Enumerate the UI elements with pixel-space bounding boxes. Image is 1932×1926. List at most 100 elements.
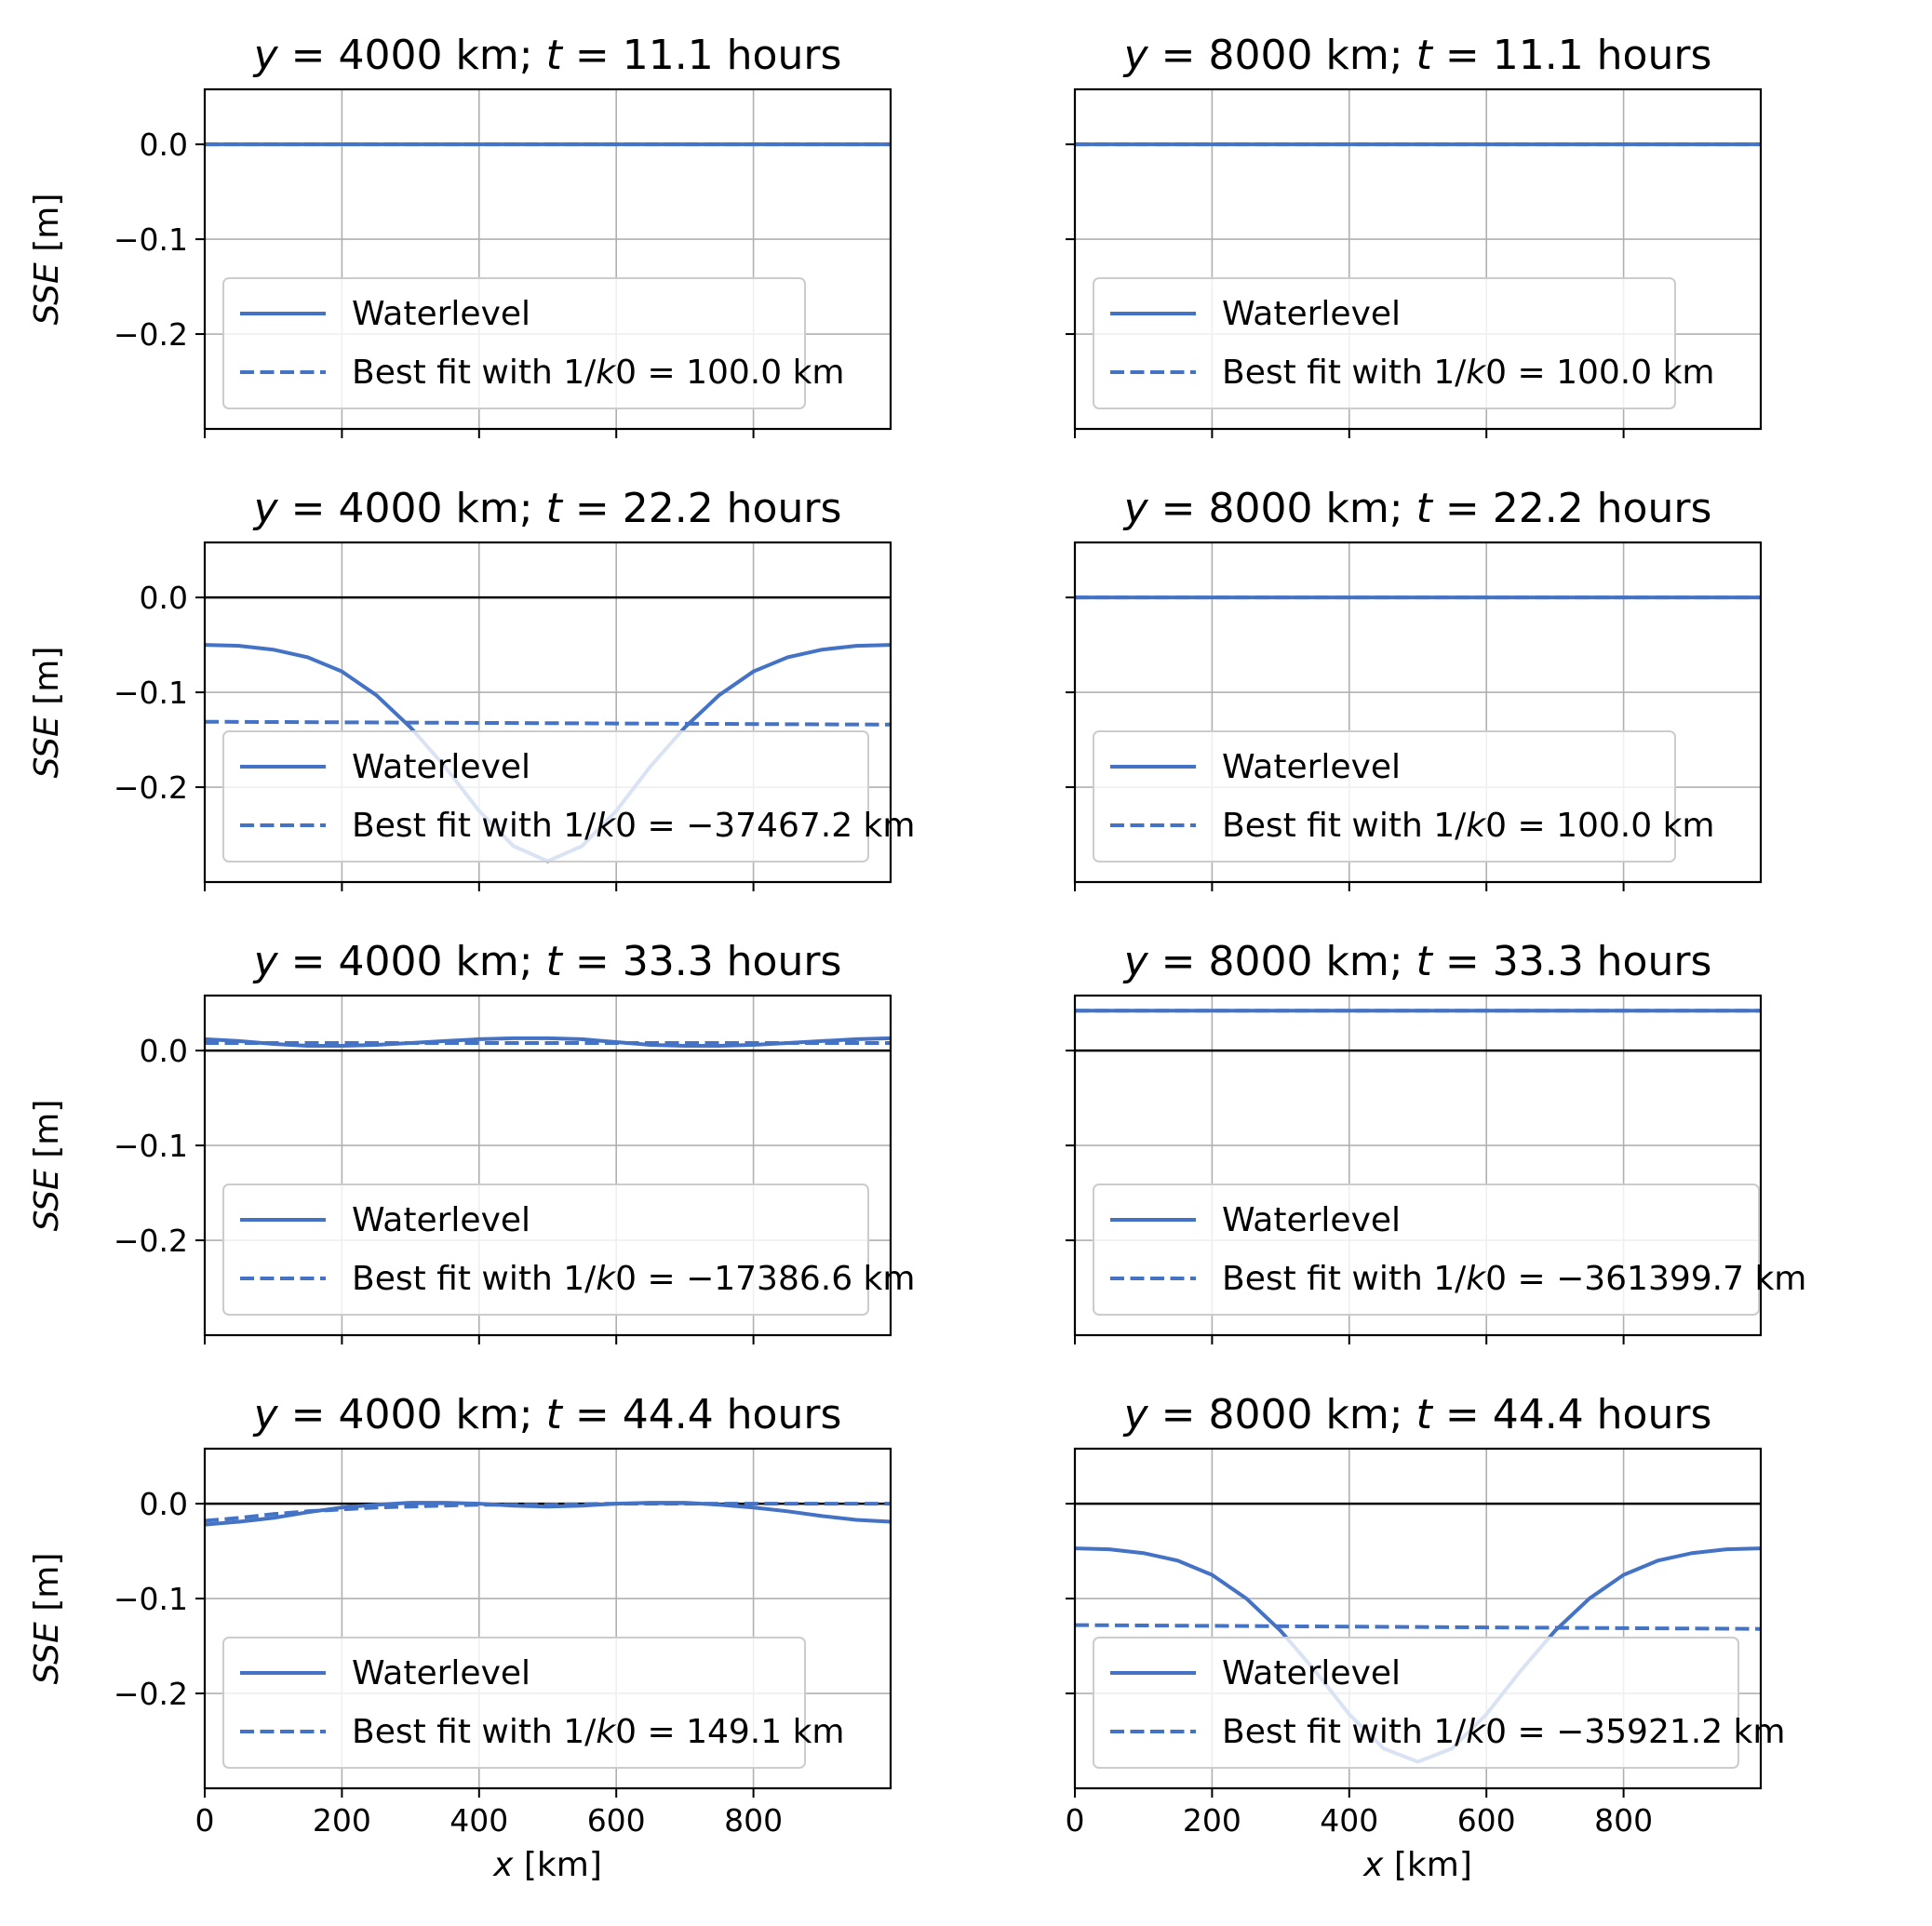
panel-7-title-t-value: = 44.4 hours — [562, 1391, 842, 1438]
panel-1-ytick-label-0: 0.0 — [140, 127, 188, 163]
panel-1-ytick-label-1: −0.1 — [114, 221, 188, 258]
panel-3-title-t-value: = 22.2 hours — [562, 485, 842, 532]
panel-6-axes-frame — [1073, 994, 1763, 1337]
panel-3-legend-fit-value: 0 = −37467.2 km — [615, 807, 915, 845]
panel-4-legend-fit-k: k — [1466, 807, 1487, 845]
panel-4-legend-waterlevel-label: Waterlevel — [1222, 748, 1401, 786]
panel-1-ylabel-var: SSE — [28, 262, 66, 325]
panel-6-legend-fit-k: k — [1466, 1260, 1487, 1298]
panel-8-legend: Waterlevel Best fit with 1/k0 = −35921.2 … — [1093, 1637, 1785, 1769]
panel-2-legend-box — [1093, 277, 1676, 409]
panel-4-legend-fit-value: 0 = 100.0 km — [1485, 807, 1714, 845]
panel-3-title-var-t: t — [546, 485, 564, 532]
panel-3-ylabel-var: SSE — [28, 716, 66, 778]
panel-1-ytick-label-2: −0.2 — [114, 316, 188, 353]
panel-3-ylabel: SSE [m] — [28, 647, 66, 779]
panel-5-title: y = 4000 km; t = 33.3 hours — [252, 938, 842, 985]
panel-6-title-var-y: y — [1122, 938, 1149, 985]
panel-4-title-var-t: t — [1416, 485, 1434, 532]
panel-3-legend-fit-k: k — [596, 807, 617, 845]
panel-3-title-var-y: y — [252, 485, 279, 532]
panel-5-legend-waterlevel-label: Waterlevel — [352, 1201, 530, 1239]
panel-7-legend-fit-label: Best fit with 1/k0 = 149.1 km — [352, 1713, 844, 1751]
panel-2: y = 8000 km; t = 11.1 hours Waterlevel Bes… — [1066, 32, 1763, 438]
panel-7-waterlevel-line — [204, 1501, 892, 1527]
panel-7-legend-fit-prefix: Best fit with 1/ — [352, 1713, 597, 1751]
panel-1-title: y = 4000 km; t = 11.1 hours — [252, 32, 842, 79]
panel-2-title-y-value: = 8000 km; — [1148, 32, 1416, 79]
panel-1-axes-frame — [203, 87, 892, 431]
panel-1-legend-fit-label: Best fit with 1/k0 = 100.0 km — [352, 354, 844, 392]
panel-3-axes-frame — [203, 541, 892, 884]
panel-2-legend: Waterlevel Best fit with 1/k0 = 100.0 km — [1093, 277, 1714, 409]
panel-2-legend-fit-value: 0 = 100.0 km — [1485, 354, 1714, 392]
panel-2-legend-fit-prefix: Best fit with 1/ — [1222, 354, 1467, 392]
panel-6-title-y-value: = 8000 km; — [1148, 938, 1416, 985]
panel-7-legend: Waterlevel Best fit with 1/k0 = 149.1 km — [222, 1637, 844, 1769]
panel-8-legend-fit-label: Best fit with 1/k0 = −35921.2 km — [1222, 1713, 1785, 1751]
panel-3-title: y = 4000 km; t = 22.2 hours — [252, 485, 842, 532]
panel-3-ytick-label-0: 0.0 — [140, 580, 188, 616]
panel-1-ylabel-unit: [m] — [28, 194, 66, 263]
panel-4-legend-fit-prefix: Best fit with 1/ — [1222, 807, 1467, 845]
panel-7-xlabel: x [km] — [492, 1846, 602, 1884]
panel-7-legend-box — [222, 1637, 806, 1769]
panel-1-legend-fit-prefix: Best fit with 1/ — [352, 354, 597, 392]
panel-7-ylabel-unit: [m] — [28, 1553, 66, 1623]
panel-3-legend-box — [222, 730, 869, 863]
panel-3-ytick-label-2: −0.2 — [114, 769, 188, 806]
panel-1-legend: Waterlevel Best fit with 1/k0 = 100.0 km — [222, 277, 844, 409]
panel-5-legend-fit-k: k — [596, 1260, 617, 1298]
panel-6-title-var-t: t — [1416, 938, 1434, 985]
panel-7-title-var-y: y — [252, 1391, 279, 1438]
panel-5-axes-frame — [203, 994, 892, 1337]
panel-4-axes-frame — [1073, 541, 1763, 884]
panel-1-legend-box — [222, 277, 806, 409]
panel-8-xtick-label-600: 600 — [1457, 1802, 1516, 1839]
panel-4-legend: Waterlevel Best fit with 1/k0 = 100.0 km — [1093, 730, 1714, 863]
panel-8-legend-fit-k: k — [1466, 1713, 1487, 1751]
panel-7-xtick-label-200: 200 — [313, 1802, 371, 1839]
panel-7-ylabel-var: SSE — [28, 1622, 66, 1684]
panel-4-title-y-value: = 8000 km; — [1148, 485, 1416, 532]
panel-2-legend-waterlevel-label: Waterlevel — [1222, 295, 1401, 333]
panel-5-ylabel: SSE [m] — [28, 1100, 66, 1232]
panel-5-title-t-value: = 33.3 hours — [562, 938, 842, 985]
panel-7-title-var-t: t — [546, 1391, 564, 1438]
panel-1-legend-fit-value: 0 = 100.0 km — [615, 354, 844, 392]
panel-7-legend-fit-value: 0 = 149.1 km — [615, 1713, 844, 1751]
panel-8-legend-waterlevel-label: Waterlevel — [1222, 1654, 1401, 1692]
panel-8-xtick-label-200: 200 — [1183, 1802, 1241, 1839]
panel-5-legend-fit-value: 0 = −17386.6 km — [615, 1260, 915, 1298]
panel-3-ylabel-unit: [m] — [28, 647, 66, 716]
panel-8-xtick-label-800: 800 — [1594, 1802, 1653, 1839]
panel-5-legend-fit-prefix: Best fit with 1/ — [352, 1260, 597, 1298]
panel-1-legend-waterlevel-label: Waterlevel — [352, 295, 530, 333]
panel-8-legend-fit-value: 0 = −35921.2 km — [1485, 1713, 1785, 1751]
panel-3-legend-waterlevel-label: Waterlevel — [352, 748, 530, 786]
panel-8-title-y-value: = 8000 km; — [1148, 1391, 1416, 1438]
panel-1: y = 4000 km; t = 11.1 hours 0.0 −0.1 −0.2 SS… — [28, 32, 892, 438]
panel-2-title-var-y: y — [1122, 32, 1149, 79]
panel-5-ytick-label-0: 0.0 — [140, 1033, 188, 1069]
panel-2-legend-fit-label: Best fit with 1/k0 = 100.0 km — [1222, 354, 1714, 392]
panel-3-ytick-label-1: −0.1 — [114, 675, 188, 711]
panel-1-legend-fit-k: k — [596, 354, 617, 392]
panel-5-title-var-y: y — [252, 938, 279, 985]
panel-2-title-t-value: = 11.1 hours — [1432, 32, 1712, 79]
panel-6: y = 8000 km; t = 33.3 hours Waterlevel Bes… — [1066, 938, 1806, 1344]
panel-8: y = 8000 km; t = 44.4 hours 0 200 400 600 800… — [1066, 1391, 1786, 1884]
panel-5-title-var-t: t — [546, 938, 564, 985]
panel-4-title-t-value: = 22.2 hours — [1432, 485, 1712, 532]
panel-1-title-t-value: = 11.1 hours — [562, 32, 842, 79]
panel-5-waterlevel-line — [204, 1036, 892, 1048]
panel-4-title: y = 8000 km; t = 22.2 hours — [1122, 485, 1712, 532]
panel-8-legend-box — [1093, 1637, 1739, 1769]
panel-6-legend-box — [1093, 1184, 1760, 1316]
panel-7-best-fit-line — [204, 1502, 891, 1523]
panel-6-legend-fit-prefix: Best fit with 1/ — [1222, 1260, 1467, 1298]
panel-3-legend-fit-prefix: Best fit with 1/ — [352, 807, 597, 845]
panel-7-ytick-label-2: −0.2 — [114, 1676, 188, 1712]
panel-3-legend-fit-label: Best fit with 1/k0 = −37467.2 km — [352, 807, 915, 845]
panel-8-xtick-label-0: 0 — [1066, 1802, 1085, 1839]
